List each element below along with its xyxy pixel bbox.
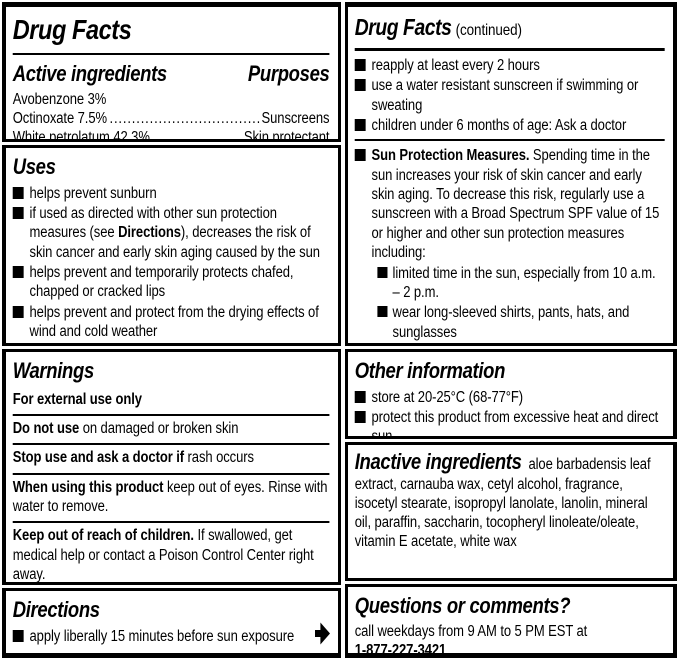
list-item: limited time in the sun, especially from… — [377, 264, 664, 303]
warning-item: Keep out of reach of children. If swallo… — [12, 527, 314, 584]
list-item-text: store at 20-25°C (68-77°F) — [371, 388, 524, 406]
bullet-square-icon — [354, 149, 366, 162]
list-item: helps prevent and temporarily protects c… — [12, 263, 330, 302]
section-directions: Directions apply liberally 15 minutes be… — [2, 588, 341, 658]
phone-number: 1-877-227-3421 — [354, 641, 447, 658]
ingredient-name: White petrolatum 42.3% — [12, 129, 150, 142]
list-item-text: helps prevent and protect from the dryin… — [29, 303, 319, 341]
drug-facts-continued-title: Drug Facts — [354, 14, 452, 40]
section-warnings: Warnings For external use only Do not us… — [2, 349, 341, 585]
active-ingredients-heading: Active ingredients — [12, 61, 168, 86]
bullet-square-icon — [377, 306, 388, 318]
bullet-square-icon — [377, 266, 388, 278]
section-uses: Uses helps prevent sunburn if used as di… — [2, 145, 341, 346]
uses-heading: Uses — [12, 154, 56, 179]
directions-heading: Directions — [12, 597, 100, 622]
warning-item: For external use only — [12, 387, 330, 416]
section-title-active-ingredients: Drug Facts Active ingredients Purposes A… — [2, 2, 341, 142]
continued-suffix: (continued) — [455, 22, 522, 39]
sun-protection-text: Sun Protection Measures. Spending time i… — [372, 146, 665, 343]
left-column: Drug Facts Active ingredients Purposes A… — [2, 2, 341, 658]
purposes-heading: Purposes — [247, 61, 330, 86]
list-item-text: children under 6 months of age: Ask a do… — [371, 116, 627, 134]
list-item-text: reapply at least every 2 hours — [371, 56, 540, 74]
bullet-square-icon — [12, 186, 24, 199]
list-item: wear long-sleeved shirts, pants, hats, a… — [377, 303, 664, 342]
divider — [354, 139, 665, 142]
section-other-information: Other information store at 20-25°C (68-7… — [345, 349, 677, 439]
list-item: if used as directed with other sun prote… — [12, 204, 330, 262]
ingredient-name: Octinoxate 7.5% — [12, 109, 107, 127]
list-item-text: wear long-sleeved shirts, pants, hats, a… — [392, 304, 630, 341]
drug-facts-title: Drug Facts — [12, 14, 132, 45]
sub-list: limited time in the sun, especially from… — [377, 264, 664, 343]
bullet-square-icon — [354, 390, 366, 403]
list-item: helps prevent sunburn — [12, 184, 330, 203]
ingredient-purpose: Skin protectant — [243, 129, 330, 142]
warning-item: When using this product keep out of eyes… — [12, 475, 330, 524]
inactive-ingredients-heading: Inactive ingredients — [354, 449, 522, 474]
bullet-square-icon — [12, 206, 24, 219]
list-item: children under 6 months of age: Ask a do… — [354, 116, 665, 135]
section-inactive-ingredients: Inactive ingredients aloe barbadensis le… — [345, 442, 677, 581]
bullet-square-icon — [354, 58, 366, 71]
ingredient-row: Avobenzone 3% — [13, 90, 330, 109]
right-column: Drug Facts (continued) reapply at least e… — [345, 2, 677, 658]
list-item-text: helps prevent and temporarily protects c… — [29, 264, 294, 301]
ingredient-purpose: Sunscreens — [261, 109, 330, 127]
bullet-square-icon — [12, 629, 24, 642]
divider — [354, 47, 665, 51]
warning-item: Do not use on damaged or broken skin — [12, 416, 330, 446]
list-item-text: use a water resistant sunscreen if swimm… — [371, 77, 639, 114]
list-item: protect this product from excessive heat… — [354, 408, 665, 439]
list-item: store at 20-25°C (68-77°F) — [354, 388, 665, 407]
warnings-heading: Warnings — [12, 358, 95, 383]
ingredient-row: Octinoxate 7.5% ........................… — [13, 109, 330, 128]
list-item-text: apply liberally 15 minutes before sun ex… — [29, 627, 295, 645]
list-item: helps prevent and protect from the dryin… — [12, 303, 330, 342]
bullet-square-icon — [12, 305, 24, 318]
divider — [12, 53, 330, 55]
list-item: reapply at least every 2 hours — [354, 56, 665, 75]
ingredient-row: White petrolatum 42.3% .................… — [12, 128, 330, 142]
inactive-ingredients-text: aloe barbadensis leaf extract, carnauba … — [354, 456, 651, 550]
bullet-square-icon — [354, 118, 366, 131]
warning-item: Stop use and ask a doctor if rash occurs — [12, 445, 330, 475]
bullet-square-icon — [354, 410, 366, 423]
list-item-text: limited time in the sun, especially from… — [392, 264, 656, 301]
section-continued: Drug Facts (continued) reapply at least e… — [345, 2, 677, 346]
list-item-text: protect this product from excessive heat… — [371, 408, 659, 439]
questions-heading: Questions or comments? — [354, 593, 571, 618]
sun-protection-measures: Sun Protection Measures. Spending time i… — [354, 146, 665, 343]
list-item-text: if used as directed with other sun prote… — [29, 204, 320, 261]
bullet-square-icon — [12, 266, 24, 278]
ingredient-name: Avobenzone 3% — [12, 90, 107, 108]
questions-text: call weekdays from 9 AM to 5 PM EST at — [354, 622, 588, 640]
list-item: use a water resistant sunscreen if swimm… — [354, 76, 665, 115]
dot-leader: ........................................… — [109, 109, 262, 127]
section-questions: Questions or comments? call weekdays fro… — [345, 584, 677, 658]
dot-leader: ........................................… — [152, 129, 244, 142]
other-information-heading: Other information — [354, 358, 506, 383]
list-item-text: helps prevent sunburn — [29, 184, 157, 202]
bullet-square-icon — [354, 79, 366, 92]
list-item: apply liberally 15 minutes before sun ex… — [12, 627, 330, 646]
